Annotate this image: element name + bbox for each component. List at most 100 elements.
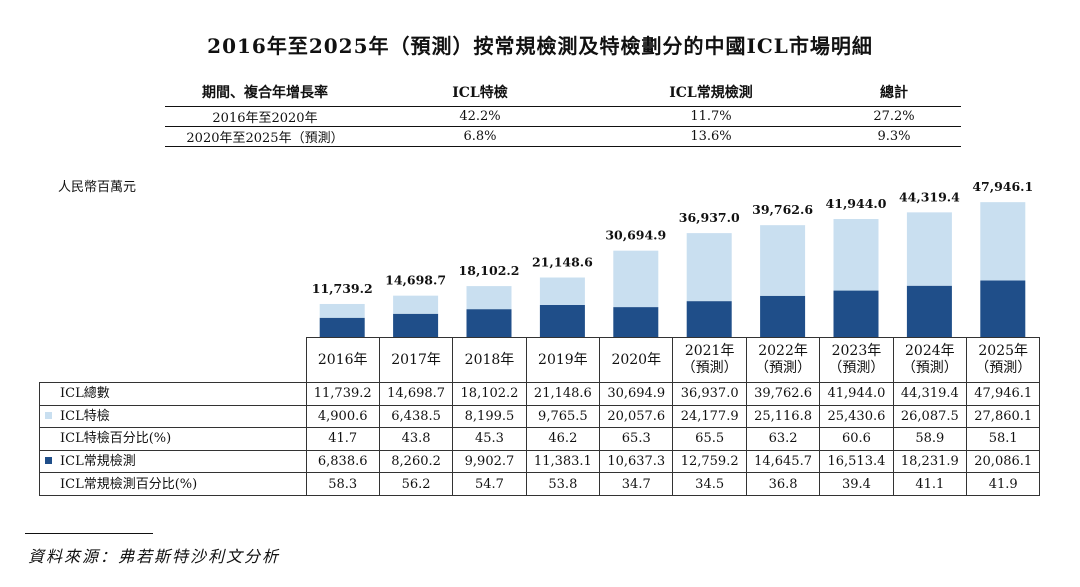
bar-total-label-0: 11,739.2 (312, 281, 373, 296)
table-cell: 53.8 (525, 472, 601, 496)
table-cell: 34.5 (672, 472, 747, 496)
row-label: ICL常規檢測 (60, 454, 136, 470)
bar-special-7 (833, 219, 879, 291)
table-cell: 56.2 (378, 472, 454, 496)
bar-special-8 (906, 212, 952, 286)
row-label-cell: ICL特檢百分比(%) (39, 427, 307, 451)
table-row: ICL特檢 4,900.6 6,438.5 8,199.5 9,765.5 20,057.… (39, 404, 1041, 429)
bar-routine-1 (393, 313, 439, 337)
year-label: 2023年 (831, 343, 882, 359)
forecast-note: （預測） (755, 360, 812, 376)
table-cell: 45.3 (452, 427, 527, 451)
table-cell: 20,086.1 (966, 449, 1041, 474)
bar-total-label-1: 14,698.7 (385, 273, 446, 288)
year-label: 2019年 (538, 351, 588, 368)
year-label: 2025年 (978, 343, 1029, 359)
year-label: 2021年 (684, 343, 735, 359)
bar-routine-9 (980, 280, 1026, 337)
row-label: ICL特檢 (60, 408, 110, 424)
table-cell: 60.6 (819, 427, 894, 451)
table-cell: 6,438.5 (378, 404, 454, 429)
table-cell: 14,698.7 (378, 382, 454, 406)
table-cell: 12,759.2 (672, 449, 747, 474)
table-cell: 21,148.6 (525, 382, 601, 406)
bar-routine-0 (319, 317, 365, 337)
corner-cell (39, 337, 307, 383)
table-cell: 26,087.5 (892, 404, 968, 429)
bar-total-label-6: 39,762.6 (752, 202, 813, 217)
bar-routine-4 (613, 307, 659, 337)
bar-routine-2 (466, 309, 512, 337)
table-cell: 27,860.1 (966, 404, 1041, 429)
legend-swatch-special (45, 411, 52, 419)
bar-special-6 (760, 225, 806, 296)
year-header-cell: 2020年 (599, 337, 674, 383)
table-cell: 24,177.9 (672, 404, 747, 429)
bar-total-label-9: 47,946.1 (972, 179, 1033, 194)
cagr-period: 2020年至2025年（預測） (165, 126, 365, 147)
table-row: ICL常規檢測 6,838.6 8,260.2 9,902.7 11,383.1 10,6… (39, 449, 1041, 474)
cagr-header-total: 總計 (827, 78, 961, 107)
bar-routine-3 (539, 304, 585, 337)
cagr-row: 2016年至2020年 42.2% 11.7% 27.2% (165, 106, 961, 127)
table-cell: 10,637.3 (599, 449, 674, 474)
bar-total-label-7: 41,944.0 (826, 196, 887, 211)
bar-special-5 (686, 233, 732, 302)
year-header-cell: 2017年 (378, 337, 454, 383)
table-cell: 30,694.9 (599, 382, 674, 406)
table-row: ICL總數 11,739.2 14,698.7 18,102.2 21,148.6 30,… (39, 382, 1041, 406)
table-cell: 9,765.5 (525, 404, 601, 429)
table-cell: 58.9 (892, 427, 968, 451)
page-title: 2016年至2025年（預測）按常規檢測及特檢劃分的中國ICL市場明細 (207, 34, 873, 58)
table-cell: 8,199.5 (452, 404, 527, 429)
table-cell: 41,944.0 (819, 382, 894, 406)
year-label: 2018年 (464, 351, 515, 368)
cagr-header-routine: ICL常規檢測 (595, 78, 827, 107)
cagr-header-period: 期間、複合年增長率 (165, 78, 365, 107)
table-row: ICL常規檢測百分比(%) 58.3 56.2 54.7 53.8 34.7 34.5 36.… (39, 472, 1041, 496)
year-header-cell: 2023年 （預測） (819, 337, 894, 383)
table-cell: 36.8 (745, 472, 821, 496)
row-label: ICL常規檢測百分比(%) (60, 476, 198, 492)
row-label: ICL總數 (60, 386, 110, 402)
table-cell: 46.2 (525, 427, 601, 451)
table-cell: 6,838.6 (305, 449, 380, 474)
table-cell: 16,513.4 (819, 449, 894, 474)
cagr-row: 2020年至2025年（預測） 6.8% 13.6% 9.3% (165, 126, 961, 147)
table-cell: 18,231.9 (892, 449, 968, 474)
row-label-cell: ICL常規檢測 (39, 449, 307, 474)
bar-special-4 (613, 250, 659, 308)
table-cell: 41.1 (892, 472, 968, 496)
cagr-special: 42.2% (365, 106, 595, 127)
cagr-special: 6.8% (365, 126, 595, 147)
row-label: ICL特檢百分比(%) (60, 431, 172, 447)
cagr-total: 9.3% (827, 126, 961, 147)
row-label-cell: ICL常規檢測百分比(%) (39, 472, 307, 496)
year-header-cell: 2024年 （預測） (892, 337, 968, 383)
year-label: 2016年 (317, 351, 368, 368)
year-label: 2017年 (391, 351, 441, 368)
year-label: 2022年 (758, 343, 808, 359)
year-header-cell: 2022年 （預測） (745, 337, 821, 383)
year-label: 2020年 (611, 351, 662, 368)
table-cell: 11,383.1 (525, 449, 601, 474)
bar-special-2 (466, 286, 512, 310)
table-cell: 58.1 (966, 427, 1041, 451)
table-cell: 20,057.6 (599, 404, 674, 429)
data-table: 2016年 2017年 2018年 2019年 2020年 2021年 （預測） 2022年（… (39, 337, 1041, 496)
bar-special-0 (319, 303, 365, 318)
cagr-routine: 11.7% (595, 106, 827, 127)
bar-total-label-2: 18,102.2 (459, 263, 520, 278)
cagr-period: 2016年至2020年 (165, 106, 365, 127)
table-cell: 63.2 (745, 427, 821, 451)
table-row: ICL特檢百分比(%) 41.7 43.8 45.3 46.2 65.3 65.5 63.2 6… (39, 427, 1041, 451)
table-cell: 4,900.6 (305, 404, 380, 429)
bar-total-label-8: 44,319.4 (899, 189, 960, 204)
year-header-cell: 2019年 (525, 337, 601, 383)
table-cell: 9,902.7 (452, 449, 527, 474)
cagr-total: 27.2% (827, 106, 961, 127)
cagr-header-special: ICL特檢 (365, 78, 595, 107)
table-cell: 44,319.4 (892, 382, 968, 406)
source-divider (25, 533, 153, 534)
bar-special-1 (393, 295, 439, 314)
